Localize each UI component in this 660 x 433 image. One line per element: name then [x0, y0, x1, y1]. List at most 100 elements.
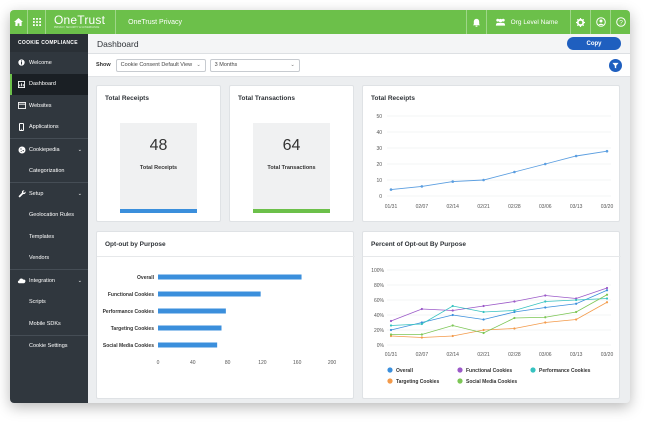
sidebar-item-categorization[interactable]: Categorization [10, 161, 88, 183]
sidebar-item-label: Templates [29, 233, 55, 240]
y-tick-label: 40% [374, 313, 385, 319]
view-select[interactable]: Cookie Consent Default View ⌄ [115, 58, 206, 72]
series-line [390, 289, 608, 331]
sidebar-item-integration[interactable]: Integration ⌄ [10, 270, 88, 292]
svg-text:?: ? [619, 19, 623, 26]
data-point [605, 301, 609, 304]
data-point [420, 322, 423, 326]
category-label: Functional Cookies [108, 292, 154, 298]
sidebar-item-welcome[interactable]: Welcome [10, 52, 88, 74]
show-label: Show [96, 62, 111, 68]
logo-text: OneTrust [54, 13, 106, 28]
sidebar-item-websites[interactable]: Websites [10, 95, 88, 117]
category-label: Social Media Cookies [103, 343, 154, 349]
optout-percent-line-chart: 0% 20% 40% 60% 80% 100% 01/31 02/07 02/14 02/21 02… [371, 268, 614, 385]
data-point [575, 302, 578, 305]
data-point [389, 188, 393, 191]
category-label: Targeting Cookies [111, 326, 154, 332]
x-tick-label: 01/31 [385, 352, 398, 358]
cloud-icon [17, 278, 26, 284]
filter-button[interactable] [609, 58, 622, 72]
data-point [482, 331, 485, 335]
sidebar-item-cookiepedia[interactable]: Cookiepedia ⌄ [10, 139, 88, 161]
bar [158, 274, 302, 280]
home-button[interactable] [10, 10, 28, 34]
x-tick-label: 01/31 [385, 204, 398, 210]
copy-button[interactable]: Copy [567, 37, 621, 50]
series-line [390, 298, 608, 326]
sidebar-item-mobile-sdks[interactable]: Mobile SDKs [10, 313, 88, 335]
legend-swatch [387, 367, 393, 373]
x-tick-label: 120 [258, 360, 267, 366]
x-tick-label: 03/13 [570, 204, 583, 210]
users-icon [495, 18, 505, 26]
data-point [575, 298, 578, 302]
notifications-button[interactable] [465, 10, 486, 34]
sidebar-item-label: Cookiepedia [29, 146, 60, 153]
bar [158, 325, 222, 331]
x-tick-label: 200 [328, 360, 337, 366]
data-point [605, 286, 609, 290]
data-point [389, 328, 393, 332]
x-tick-label: 03/20 [601, 352, 614, 358]
sidebar-item-dashboard[interactable]: Dashboard [10, 73, 88, 95]
sidebar-item-vendors[interactable]: Vendors [10, 248, 88, 270]
sidebar-item-cookie-settings[interactable]: Cookie Settings [10, 336, 88, 358]
home-icon [14, 18, 23, 26]
data-point [451, 313, 454, 317]
onetrust-logo[interactable]: OneTrust PRIVACY, SECURITY & GOVERNANCE [54, 14, 105, 30]
x-tick-label: 02/21 [477, 352, 490, 358]
card-title: Total Receipts [371, 95, 415, 102]
data-point [451, 304, 454, 308]
top-bar: OneTrust PRIVACY, SECURITY & GOVERNANCE … [10, 10, 630, 34]
data-point [544, 300, 547, 303]
data-point [605, 149, 609, 153]
chevron-down-icon: ⌄ [290, 62, 295, 68]
x-tick-label: 03/06 [539, 204, 552, 210]
sidebar-item-scripts[interactable]: Scripts [10, 292, 88, 314]
transactions-stat-box: 64 Total Transactions [253, 123, 330, 213]
page-title: Dashboard [97, 38, 139, 49]
app-grid-button[interactable] [28, 10, 46, 34]
y-tick-label: 20 [376, 162, 382, 168]
settings-button[interactable] [570, 10, 590, 34]
x-tick-label: 03/13 [570, 352, 583, 358]
profile-button[interactable] [590, 10, 610, 34]
help-button[interactable]: ? [610, 10, 630, 34]
total-receipts-card: Total Receipts 48 Total Receipts [96, 85, 221, 222]
x-tick-label: 02/28 [508, 204, 521, 210]
legend-label: Performance Cookies [539, 368, 591, 374]
chevron-down-icon: ⌄ [77, 277, 82, 284]
y-tick-label: 50 [376, 114, 382, 120]
x-tick-label: 03/06 [539, 352, 552, 358]
data-point [605, 297, 609, 300]
sidebar-item-templates[interactable]: Templates [10, 226, 88, 248]
org-switcher[interactable]: Org Level Name [485, 10, 570, 34]
chevron-down-icon: ⌄ [77, 190, 82, 197]
y-tick-label: 30 [376, 146, 382, 152]
sidebar-item-label: Welcome [29, 59, 52, 66]
sidebar-item-geolocation-rules[interactable]: Geolocation Rules [10, 205, 88, 227]
sidebar-item-applications[interactable]: Applications [10, 117, 88, 139]
data-point [605, 293, 609, 296]
y-tick-label: 10 [376, 178, 382, 184]
data-point [605, 289, 609, 292]
data-point [513, 309, 516, 312]
data-point [482, 178, 485, 182]
period-select[interactable]: 3 Months ⌄ [209, 58, 300, 72]
sidebar-item-setup[interactable]: Setup ⌄ [10, 183, 88, 205]
data-point [513, 316, 516, 320]
bar [158, 308, 226, 314]
x-tick-label: 160 [293, 360, 302, 366]
data-point [420, 336, 423, 339]
sidebar-item-label: Applications [29, 124, 59, 131]
receipts-bar [120, 209, 197, 213]
data-point [451, 334, 454, 338]
y-tick-label: 0% [377, 343, 385, 349]
chevron-down-icon: ⌄ [196, 62, 201, 68]
x-tick-label: 02/21 [477, 204, 490, 210]
view-select-value: Cookie Consent Default View [120, 62, 193, 68]
legend-label: Functional Cookies [466, 368, 512, 374]
chevron-down-icon: ⌄ [77, 146, 82, 153]
x-tick-label: 0 [157, 360, 160, 366]
